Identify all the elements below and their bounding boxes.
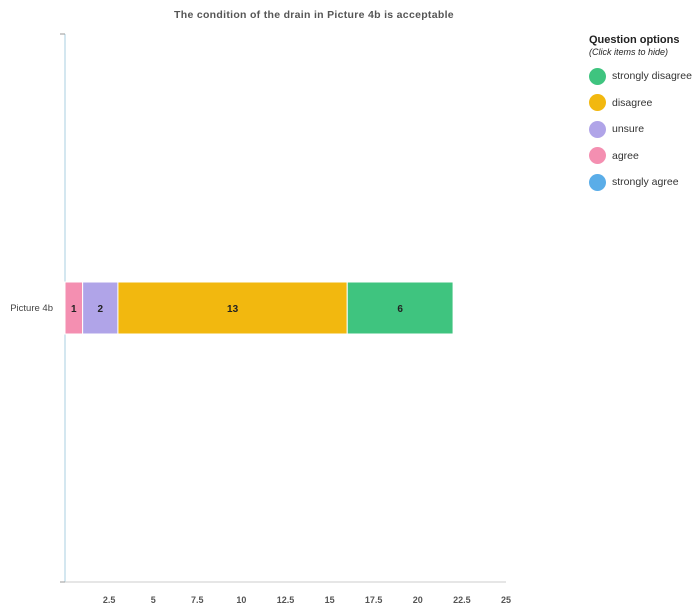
bar-value-label: 1 bbox=[71, 304, 77, 315]
bar-value-label: 2 bbox=[97, 304, 103, 315]
legend-label: disagree bbox=[612, 97, 652, 109]
x-tick-label: 10 bbox=[236, 595, 246, 605]
category-label: Picture 4b bbox=[10, 303, 53, 314]
x-tick-label: 25 bbox=[501, 595, 511, 605]
legend-item-strongly-disagree[interactable]: strongly disagree bbox=[589, 63, 696, 90]
x-tick-label: 15 bbox=[325, 595, 335, 605]
legend-items: strongly disagree disagree unsure agree stro… bbox=[589, 63, 696, 196]
legend-swatch bbox=[589, 147, 606, 164]
legend-label: unsure bbox=[612, 123, 644, 135]
bar-value-label: 13 bbox=[227, 304, 239, 315]
x-tick-label: 7.5 bbox=[191, 595, 204, 605]
x-tick-label: 22.5 bbox=[453, 595, 471, 605]
legend-swatch bbox=[589, 68, 606, 85]
legend-swatch bbox=[589, 94, 606, 111]
legend-item-strongly-agree[interactable]: strongly agree bbox=[589, 169, 696, 196]
legend-label: strongly disagree bbox=[612, 70, 692, 82]
bar-value-label: 6 bbox=[397, 304, 403, 315]
legend-item-disagree[interactable]: disagree bbox=[589, 90, 696, 117]
x-tick-label: 5 bbox=[151, 595, 156, 605]
x-tick-label: 17.5 bbox=[365, 595, 383, 605]
legend-swatch bbox=[589, 174, 606, 191]
x-tick-label: 12.5 bbox=[277, 595, 295, 605]
legend-label: strongly agree bbox=[612, 176, 679, 188]
legend-item-unsure[interactable]: unsure bbox=[589, 116, 696, 143]
x-tick-label: 2.5 bbox=[103, 595, 116, 605]
x-tick-label: 20 bbox=[413, 595, 423, 605]
legend-subtitle: (Click items to hide) bbox=[589, 47, 696, 58]
legend-title: Question options bbox=[589, 34, 696, 47]
legend-label: agree bbox=[612, 150, 639, 162]
legend: Question options (Click items to hide) s… bbox=[589, 34, 696, 196]
plot-area: 2.5 5 7.5 10 12.5 15 17.5 20 22.5 25 Picture 4b 1 2 1… bbox=[0, 0, 560, 606]
legend-item-agree[interactable]: agree bbox=[589, 143, 696, 170]
legend-swatch bbox=[589, 121, 606, 138]
